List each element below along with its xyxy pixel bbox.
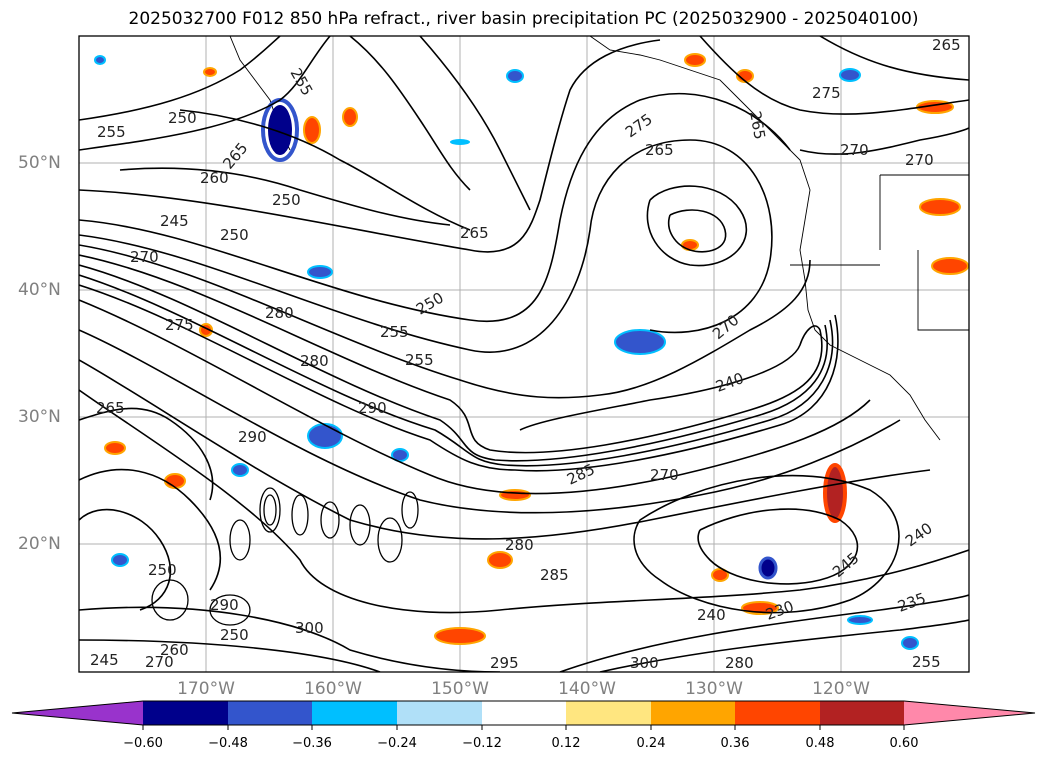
contour-label: 255 [912, 653, 941, 671]
contour-label: 265 [932, 36, 961, 54]
refractivity-contours [79, 36, 969, 672]
colorbar-tick-label: −0.60 [123, 736, 163, 751]
contour-label: 280 [725, 654, 754, 672]
colorbar-tick-label: −0.48 [208, 736, 248, 751]
contour-label: 265 [645, 141, 674, 159]
colorbar-segment [312, 701, 397, 725]
lon-label-150w: 150°W [431, 679, 489, 699]
colorbar [11, 700, 1036, 730]
map-area [79, 36, 969, 672]
contour-label: 300 [630, 654, 659, 672]
colorbar-segment [228, 701, 312, 725]
colorbar-tick-label: −0.12 [462, 736, 502, 751]
lon-label-130w: 130°W [685, 679, 743, 699]
colorbar-segment [482, 701, 566, 725]
lat-label-20n: 20°N [18, 534, 61, 554]
contour-label: 250 [272, 191, 301, 209]
colorbar-extend-high [904, 701, 1035, 725]
colorbar-tick-label: 0.48 [805, 736, 835, 751]
convective-contours [151, 487, 419, 626]
lon-label-120w: 120°W [812, 679, 870, 699]
contour-label: 280 [300, 352, 329, 370]
contour-label: 280 [265, 304, 294, 322]
contour-label: 240 [697, 606, 726, 624]
lon-label-170w: 170°W [177, 679, 235, 699]
lat-label-30n: 30°N [18, 407, 61, 427]
contour-label: 270 [145, 653, 174, 671]
colorbar-tick-label: −0.24 [377, 736, 417, 751]
graticule [79, 36, 969, 672]
colorbar-extend-low [12, 701, 143, 725]
contour-label: 265 [96, 399, 125, 417]
contour-label: 245 [160, 212, 189, 230]
contour-label: 250 [220, 226, 249, 244]
contour-label: 260 [160, 641, 189, 659]
contour-label: 290 [238, 428, 267, 446]
colorbar-tick-label: 0.60 [889, 736, 919, 751]
lon-label-160w: 160°W [304, 679, 362, 699]
lat-label-40n: 40°N [18, 280, 61, 300]
contour-label: 250 [220, 626, 249, 644]
colorbar-tick-label: 0.12 [551, 736, 581, 751]
colorbar-segment [143, 701, 228, 725]
contour-label: 250 [148, 561, 177, 579]
map-content: 255 250 255 265 260 250 245 250 270 275 … [79, 36, 969, 672]
contour-label: 255 [380, 323, 409, 341]
colorbar-segment [735, 701, 820, 725]
contour-label: 250 [168, 109, 197, 127]
contour-label: 300 [295, 619, 324, 637]
contour-label: 290 [358, 399, 387, 417]
contour-label: 255 [405, 351, 434, 369]
contour-label: 270 [650, 466, 679, 484]
colorbar-tick-label: 0.36 [720, 736, 750, 751]
contour-label: 285 [540, 566, 569, 584]
contour-label: 290 [210, 596, 239, 614]
colorbar-tick-label: −0.36 [292, 736, 332, 751]
contour-label: 265 [460, 224, 489, 242]
lon-label-140w: 140°W [558, 679, 616, 699]
colorbar-tick-label: 0.24 [636, 736, 666, 751]
lat-label-50n: 50°N [18, 153, 61, 173]
contour-label: 260 [200, 169, 229, 187]
contour-label: 275 [812, 84, 841, 102]
contour-label: 275 [165, 316, 194, 334]
contour-label: 295 [490, 654, 519, 672]
contour-label: 255 [97, 123, 126, 141]
contour-label: 270 [130, 248, 159, 266]
contour-label: 280 [505, 536, 534, 554]
contour-label: 270 [840, 141, 869, 159]
contour-label: 270 [905, 151, 934, 169]
map-title: 2025032700 F012 850 hPa refract., river … [128, 9, 919, 29]
colorbar-segment [820, 701, 904, 725]
colorbar-segment [397, 701, 482, 725]
contour-label: 265 [746, 110, 769, 141]
map-frame [78, 35, 970, 673]
colorbar-segment [651, 701, 735, 725]
colorbar-segment [566, 701, 651, 725]
contour-label: 245 [90, 651, 119, 669]
